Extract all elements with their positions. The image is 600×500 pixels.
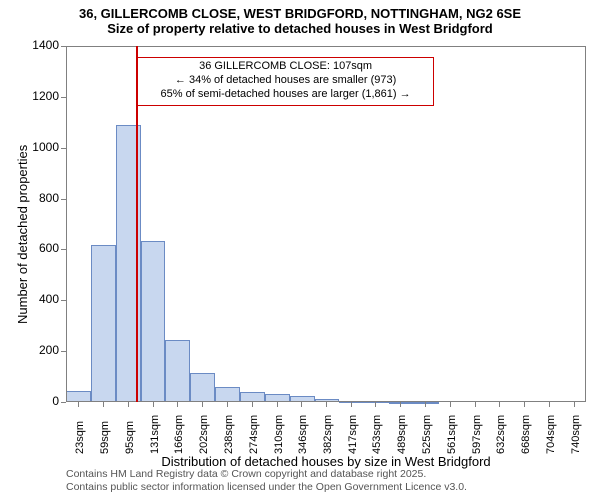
- x-tick-mark: [351, 402, 352, 407]
- x-tick-mark: [153, 402, 154, 407]
- x-tick-mark: [202, 402, 203, 407]
- x-tick-label: 274sqm: [248, 415, 260, 454]
- x-tick-mark: [326, 402, 327, 407]
- x-tick-mark: [524, 402, 525, 407]
- y-tick-label: 800: [21, 191, 59, 205]
- x-tick-mark: [574, 402, 575, 407]
- x-tick-label: 166sqm: [173, 415, 185, 454]
- x-tick-mark: [128, 402, 129, 407]
- y-tick-label: 1400: [21, 38, 59, 52]
- chart-title-line1: 36, GILLERCOMB CLOSE, WEST BRIDGFORD, NO…: [0, 6, 600, 21]
- x-tick-mark: [177, 402, 178, 407]
- chart-title-block: 36, GILLERCOMB CLOSE, WEST BRIDGFORD, NO…: [0, 6, 600, 36]
- credits-line2: Contains public sector information licen…: [66, 481, 467, 494]
- annotation-line: 65% of semi-detached houses are larger (…: [142, 88, 429, 102]
- chart-title-line2: Size of property relative to detached ho…: [0, 21, 600, 36]
- y-tick-label: 0: [21, 394, 59, 408]
- x-tick-mark: [400, 402, 401, 407]
- x-tick-label: 202sqm: [198, 415, 210, 454]
- histogram-bar: [414, 402, 439, 404]
- x-tick-mark: [277, 402, 278, 407]
- x-tick-label: 310sqm: [273, 415, 285, 454]
- annotation-line: ← 34% of detached houses are smaller (97…: [142, 74, 429, 88]
- x-tick-label: 704sqm: [545, 415, 557, 454]
- y-tick-label: 200: [21, 343, 59, 357]
- x-tick-label: 23sqm: [74, 421, 86, 454]
- x-tick-mark: [450, 402, 451, 407]
- x-tick-label: 632sqm: [495, 415, 507, 454]
- x-tick-mark: [103, 402, 104, 407]
- x-tick-label: 238sqm: [223, 415, 235, 454]
- x-tick-label: 95sqm: [124, 421, 136, 454]
- x-tick-mark: [499, 402, 500, 407]
- x-tick-label: 597sqm: [471, 415, 483, 454]
- x-tick-label: 346sqm: [297, 415, 309, 454]
- x-tick-mark: [252, 402, 253, 407]
- y-tick-label: 1000: [21, 140, 59, 154]
- property-size-chart: 36, GILLERCOMB CLOSE, WEST BRIDGFORD, NO…: [0, 0, 600, 500]
- x-tick-mark: [375, 402, 376, 407]
- x-tick-label: 59sqm: [99, 421, 111, 454]
- histogram-bar: [389, 402, 414, 404]
- x-tick-mark: [549, 402, 550, 407]
- y-tick-label: 400: [21, 292, 59, 306]
- y-tick-mark: [61, 402, 66, 403]
- credits-block: Contains HM Land Registry data © Crown c…: [66, 468, 467, 494]
- x-tick-label: 382sqm: [322, 415, 334, 454]
- x-tick-label: 525sqm: [421, 415, 433, 454]
- x-tick-label: 561sqm: [446, 415, 458, 454]
- x-tick-label: 489sqm: [396, 415, 408, 454]
- x-tick-mark: [475, 402, 476, 407]
- x-tick-mark: [425, 402, 426, 407]
- y-tick-label: 1200: [21, 89, 59, 103]
- x-tick-label: 740sqm: [570, 415, 582, 454]
- x-tick-mark: [301, 402, 302, 407]
- y-tick-label: 600: [21, 241, 59, 255]
- annotation-line: 36 GILLERCOMB CLOSE: 107sqm: [142, 60, 429, 74]
- annotation-box: 36 GILLERCOMB CLOSE: 107sqm← 34% of deta…: [137, 57, 434, 105]
- x-tick-mark: [78, 402, 79, 407]
- x-axis-label: Distribution of detached houses by size …: [66, 454, 586, 469]
- x-tick-label: 131sqm: [149, 415, 161, 454]
- x-tick-label: 668sqm: [520, 415, 532, 454]
- x-tick-mark: [227, 402, 228, 407]
- x-tick-label: 417sqm: [347, 415, 359, 454]
- x-tick-label: 453sqm: [371, 415, 383, 454]
- credits-line1: Contains HM Land Registry data © Crown c…: [66, 468, 467, 481]
